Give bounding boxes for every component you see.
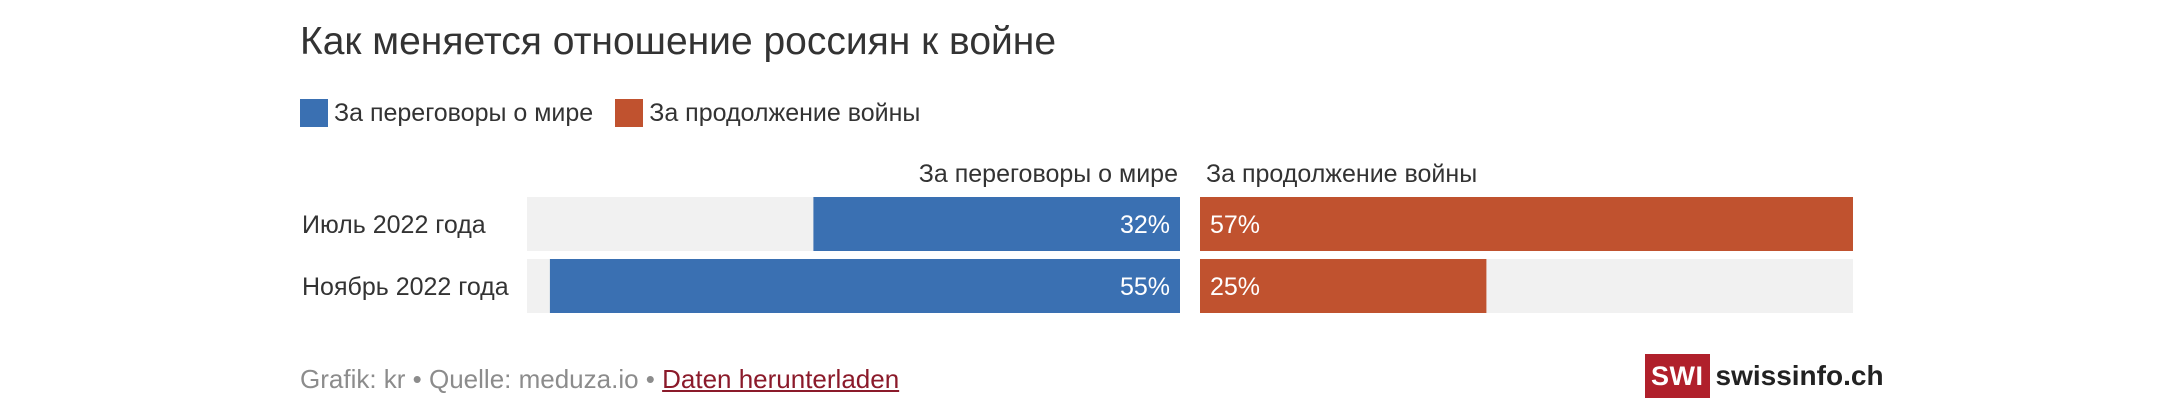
legend-item-peace: За переговоры о мире bbox=[300, 99, 593, 128]
legend-swatch-war bbox=[615, 99, 644, 127]
data-label-peace: 32% bbox=[1120, 211, 1170, 239]
legend-swatch-peace bbox=[300, 99, 328, 127]
category-label: Июль 2022 года bbox=[302, 211, 486, 239]
bar-war bbox=[1200, 259, 1487, 313]
legend-item-war: За продолжение войны bbox=[615, 99, 920, 128]
bar-peace bbox=[813, 197, 1180, 251]
chart-legend: За переговоры о мире За продолжение войн… bbox=[300, 98, 942, 128]
bar-war bbox=[1200, 197, 1853, 251]
swi-logo-box: SWI bbox=[1645, 354, 1710, 398]
swissinfo-logo[interactable]: SWI swissinfo.ch bbox=[1645, 354, 1884, 398]
download-data-link[interactable]: Daten herunterladen bbox=[662, 364, 900, 394]
footer-source-text: Grafik: kr • Quelle: meduza.io • bbox=[300, 364, 663, 394]
swissinfo-logo-text: swissinfo.ch bbox=[1715, 360, 1884, 391]
legend-label-war: За продолжение войны bbox=[649, 98, 921, 127]
chart-title: Как меняется отношение россиян к войне bbox=[300, 20, 1057, 63]
column-header-war: За продолжение войны bbox=[1206, 160, 1477, 188]
data-label-war: 57% bbox=[1210, 211, 1260, 239]
legend-label-peace: За переговоры о мире bbox=[334, 98, 594, 127]
diverging-bar-chart: За переговоры о мире За продолжение войны… bbox=[302, 160, 1853, 313]
footer-credit: Grafik: kr • Quelle: meduza.io • Daten h… bbox=[300, 364, 899, 395]
category-label: Ноябрь 2022 года bbox=[302, 273, 509, 301]
data-label-peace: 55% bbox=[1120, 273, 1170, 301]
column-header-peace: За переговоры о мире bbox=[919, 160, 1178, 188]
bar-peace bbox=[549, 259, 1180, 313]
data-label-war: 25% bbox=[1210, 273, 1260, 301]
